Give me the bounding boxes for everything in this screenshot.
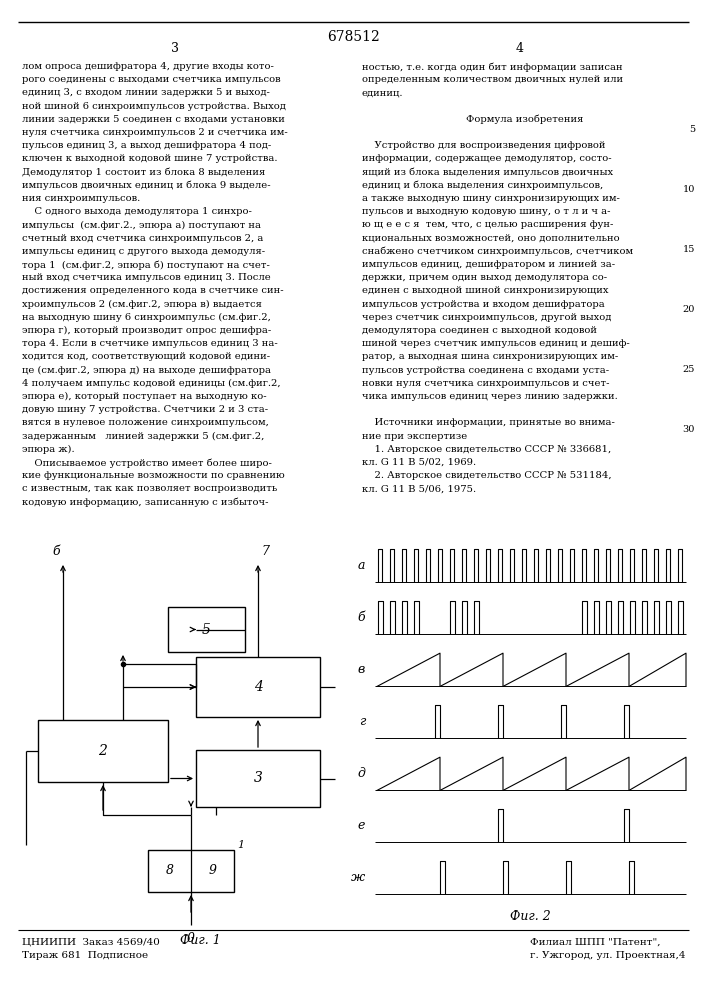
Text: кциональных возможностей, оно дополнительно: кциональных возможностей, оно дополнител… xyxy=(362,234,619,243)
Text: а также выходную шину синхронизирующих им-: а также выходную шину синхронизирующих и… xyxy=(362,194,620,203)
Text: Формула изобретения: Формула изобретения xyxy=(467,115,584,124)
Text: шиной через счетчик импульсов единиц и дешиф-: шиной через счетчик импульсов единиц и д… xyxy=(362,339,630,348)
Bar xyxy=(148,850,234,892)
Text: ж: ж xyxy=(351,871,365,884)
Text: демодулятора соединен с выходной кодовой: демодулятора соединен с выходной кодовой xyxy=(362,326,597,335)
Text: вятся в нулевое положение синхроимпульсом,: вятся в нулевое положение синхроимпульсо… xyxy=(22,418,269,427)
Text: рого соединены с выходами счетчика импульсов: рого соединены с выходами счетчика импул… xyxy=(22,75,281,84)
Text: Фиг. 2: Фиг. 2 xyxy=(510,910,551,923)
Text: 10: 10 xyxy=(683,186,695,194)
Text: 20: 20 xyxy=(683,306,695,314)
Text: 1. Авторское свидетельство СССР № 336681,: 1. Авторское свидетельство СССР № 336681… xyxy=(362,445,612,454)
Text: 2: 2 xyxy=(98,744,107,758)
Text: тора 4. Если в счетчике импульсов единиц 3 на-: тора 4. Если в счетчике импульсов единиц… xyxy=(22,339,278,348)
Text: эпюра ж).: эпюра ж). xyxy=(22,445,75,454)
Text: 3: 3 xyxy=(254,772,262,786)
Text: в: в xyxy=(358,663,365,676)
Text: кие функциональные возможности по сравнению: кие функциональные возможности по сравне… xyxy=(22,471,285,480)
Text: чика импульсов единиц через линию задержки.: чика импульсов единиц через линию задерж… xyxy=(362,392,618,401)
Bar xyxy=(38,720,168,782)
Text: пульсов единиц 3, а выход дешифратора 4 под-: пульсов единиц 3, а выход дешифратора 4 … xyxy=(22,141,271,150)
Text: ратор, а выходная шина синхронизирующих им-: ратор, а выходная шина синхронизирующих … xyxy=(362,352,618,361)
Text: 1: 1 xyxy=(237,840,244,850)
Text: хроимпульсов 2 (см.фиг.2, эпюра в) выдается: хроимпульсов 2 (см.фиг.2, эпюра в) выдае… xyxy=(22,300,262,309)
Text: ключен к выходной кодовой шине 7 устройства.: ключен к выходной кодовой шине 7 устройс… xyxy=(22,154,278,163)
Text: 4: 4 xyxy=(516,42,524,55)
Text: счетный вход счетчика синхроимпульсов 2, а: счетный вход счетчика синхроимпульсов 2,… xyxy=(22,234,264,243)
Text: единиц и блока выделения синхроимпульсов,: единиц и блока выделения синхроимпульсов… xyxy=(362,181,603,190)
Text: 15: 15 xyxy=(683,245,695,254)
Text: задержанным   линией задержки 5 (см.фиг.2,: задержанным линией задержки 5 (см.фиг.2, xyxy=(22,432,264,441)
Text: эпюра г), который производит опрос дешифра-: эпюра г), который производит опрос дешиф… xyxy=(22,326,271,335)
Text: снабжено счетчиком синхроимпульсов, счетчиком: снабжено счетчиком синхроимпульсов, счет… xyxy=(362,247,633,256)
Text: довую шину 7 устройства. Счетчики 2 и 3 ста-: довую шину 7 устройства. Счетчики 2 и 3 … xyxy=(22,405,268,414)
Text: нуля счетчика синхроимпульсов 2 и счетчика им-: нуля счетчика синхроимпульсов 2 и счетчи… xyxy=(22,128,288,137)
Text: держки, причем один выход демодулятора со-: держки, причем один выход демодулятора с… xyxy=(362,273,607,282)
Bar xyxy=(196,657,320,717)
Text: ящий из блока выделения импульсов двоичных: ящий из блока выделения импульсов двоичн… xyxy=(362,168,613,177)
Text: эпюра е), который поступает на выходную ко-: эпюра е), который поступает на выходную … xyxy=(22,392,267,401)
Text: 5: 5 xyxy=(689,125,695,134)
Text: ходится код, соответствующий кодовой едини-: ходится код, соответствующий кодовой еди… xyxy=(22,352,270,361)
Text: лом опроса дешифратора 4, другие входы кото-: лом опроса дешифратора 4, другие входы к… xyxy=(22,62,274,71)
Text: ной шиной 6 синхроимпульсов устройства. Выход: ной шиной 6 синхроимпульсов устройства. … xyxy=(22,102,286,111)
Text: информации, содержащее демодулятор, состо-: информации, содержащее демодулятор, сост… xyxy=(362,154,612,163)
Text: линии задержки 5 соединен с входами установки: линии задержки 5 соединен с входами уста… xyxy=(22,115,285,124)
Text: определенным количеством двоичных нулей или: определенным количеством двоичных нулей … xyxy=(362,75,623,84)
Text: ния синхроимпульсов.: ния синхроимпульсов. xyxy=(22,194,140,203)
Text: кл. G 11 B 5/02, 1969.: кл. G 11 B 5/02, 1969. xyxy=(362,458,476,467)
Text: ностью, т.е. когда один бит информации записан: ностью, т.е. когда один бит информации з… xyxy=(362,62,623,72)
Text: Описываемое устройство имеет более широ-: Описываемое устройство имеет более широ- xyxy=(22,458,272,468)
Text: С одного выхода демодулятора 1 синхро-: С одного выхода демодулятора 1 синхро- xyxy=(22,207,252,216)
Text: единиц.: единиц. xyxy=(362,88,404,97)
Text: достижения определенного кода в счетчике син-: достижения определенного кода в счетчике… xyxy=(22,286,284,295)
Text: тора 1  (см.фиг.2, эпюра б) поступают на счет-: тора 1 (см.фиг.2, эпюра б) поступают на … xyxy=(22,260,270,269)
Text: е: е xyxy=(358,819,365,832)
Text: д: д xyxy=(357,767,365,780)
Text: Филиал ШПП "Патент",
г. Ужгород, ул. Проектная,4: Филиал ШПП "Патент", г. Ужгород, ул. Про… xyxy=(530,938,686,960)
Text: импульсов устройства и входом дешифратора: импульсов устройства и входом дешифратор… xyxy=(362,300,604,309)
Text: 25: 25 xyxy=(683,365,695,374)
Text: 5: 5 xyxy=(202,622,211,637)
Text: пульсов и выходную кодовую шину, о т л и ч а-: пульсов и выходную кодовую шину, о т л и… xyxy=(362,207,611,216)
Text: с известным, так как позволяет воспроизводить: с известным, так как позволяет воспроизв… xyxy=(22,484,277,493)
Text: новки нуля счетчика синхроимпульсов и счет-: новки нуля счетчика синхроимпульсов и сч… xyxy=(362,379,609,388)
Text: г: г xyxy=(358,715,365,728)
Text: 0: 0 xyxy=(187,932,195,945)
Text: импульсов двоичных единиц и блока 9 выделе-: импульсов двоичных единиц и блока 9 выде… xyxy=(22,181,271,190)
Text: 4 получаем импульс кодовой единицы (см.фиг.2,: 4 получаем импульс кодовой единицы (см.ф… xyxy=(22,379,281,388)
Text: Фиг. 1: Фиг. 1 xyxy=(180,934,221,946)
Text: кл. G 11 B 5/06, 1975.: кл. G 11 B 5/06, 1975. xyxy=(362,484,476,493)
Text: единен с выходной шиной синхронизирующих: единен с выходной шиной синхронизирующих xyxy=(362,286,609,295)
Bar xyxy=(196,750,320,807)
Text: кодовую информацию, записанную с избыточ-: кодовую информацию, записанную с избыточ… xyxy=(22,498,269,507)
Text: 678512: 678512 xyxy=(327,30,380,44)
Text: 8: 8 xyxy=(165,864,173,878)
Text: Демодулятор 1 состоит из блока 8 выделения: Демодулятор 1 состоит из блока 8 выделен… xyxy=(22,168,265,177)
Text: б: б xyxy=(357,611,365,624)
Text: 30: 30 xyxy=(683,426,695,434)
Text: ный вход счетчика импульсов единиц 3. После: ный вход счетчика импульсов единиц 3. По… xyxy=(22,273,271,282)
Text: ЦНИИПИ  Заказ 4569/40
Тираж 681  Подписное: ЦНИИПИ Заказ 4569/40 Тираж 681 Подписное xyxy=(22,938,160,960)
Text: импульсы  (см.фиг.2., эпюра а) поступают на: импульсы (см.фиг.2., эпюра а) поступают … xyxy=(22,220,261,230)
Text: через счетчик синхроимпульсов, другой выход: через счетчик синхроимпульсов, другой вы… xyxy=(362,313,612,322)
Text: 9: 9 xyxy=(209,864,216,878)
Text: импульсов единиц, дешифратором и линией за-: импульсов единиц, дешифратором и линией … xyxy=(362,260,615,269)
Text: 4: 4 xyxy=(254,680,262,694)
Text: це (см.фиг.2, эпюра д) на выходе дешифратора: це (см.фиг.2, эпюра д) на выходе дешифра… xyxy=(22,366,271,375)
Text: ние при экспертизе: ние при экспертизе xyxy=(362,432,467,441)
Text: импульсы единиц с другого выхода демодуля-: импульсы единиц с другого выхода демодул… xyxy=(22,247,265,256)
Bar xyxy=(168,607,245,652)
Text: единиц 3, с входом линии задержки 5 и выход-: единиц 3, с входом линии задержки 5 и вы… xyxy=(22,88,270,97)
Text: б: б xyxy=(52,545,60,558)
Text: Источники информации, принятые во внима-: Источники информации, принятые во внима- xyxy=(362,418,615,427)
Text: 7: 7 xyxy=(261,545,269,558)
Text: ю щ е е с я  тем, что, с целью расширения фун-: ю щ е е с я тем, что, с целью расширения… xyxy=(362,220,614,229)
Text: 2. Авторское свидетельство СССР № 531184,: 2. Авторское свидетельство СССР № 531184… xyxy=(362,471,612,480)
Text: 3: 3 xyxy=(171,42,179,55)
Text: а: а xyxy=(358,559,365,572)
Text: пульсов устройства соединена с входами уста-: пульсов устройства соединена с входами у… xyxy=(362,366,609,375)
Text: на выходную шину 6 синхроимпульс (см.фиг.2,: на выходную шину 6 синхроимпульс (см.фиг… xyxy=(22,313,271,322)
Text: Устройство для воспроизведения цифровой: Устройство для воспроизведения цифровой xyxy=(362,141,605,150)
